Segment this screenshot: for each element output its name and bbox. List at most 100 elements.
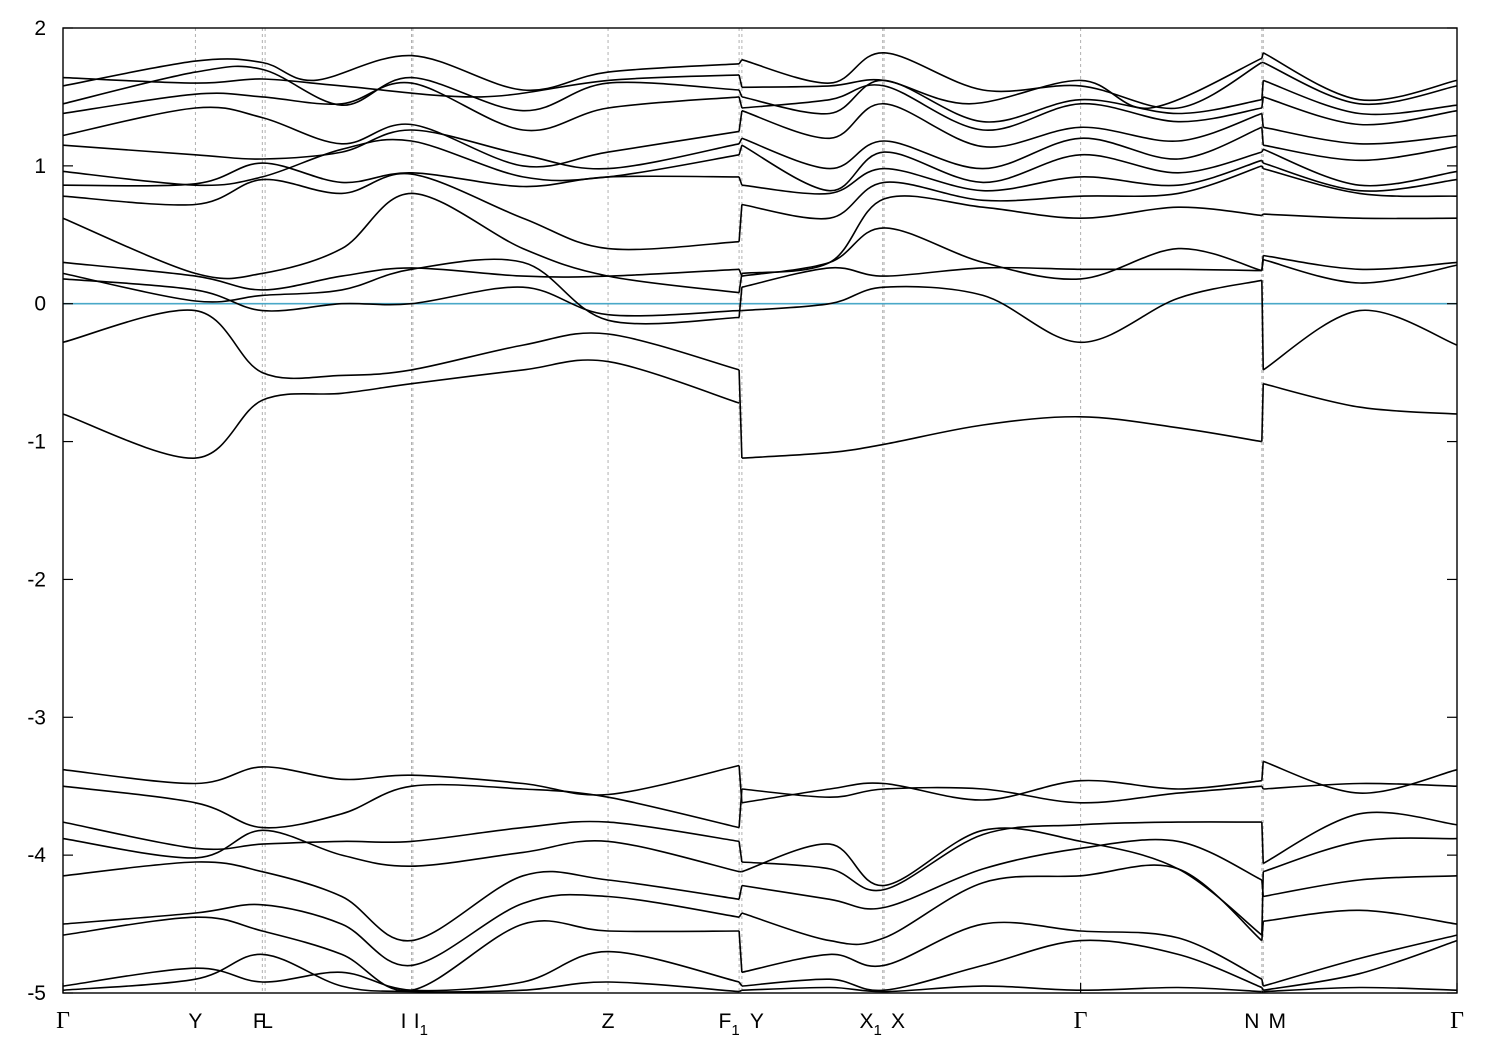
band-20-jump	[738, 885, 743, 900]
band-17	[62, 783, 740, 829]
x-tick-label: Y	[188, 1010, 202, 1033]
band-22	[62, 916, 740, 992]
y-tick-label: -5	[27, 982, 46, 1005]
band-7	[62, 138, 740, 187]
band-20	[741, 838, 1263, 910]
band-18	[62, 820, 740, 851]
band-5	[1263, 126, 1458, 145]
band-7-jump	[738, 144, 743, 156]
band-3	[741, 79, 1262, 123]
band-10	[741, 195, 1262, 275]
x-tick-label: X1	[859, 1010, 881, 1039]
band-1-jump	[738, 74, 743, 88]
band-5	[741, 102, 1263, 148]
x-tick-label: X	[891, 1010, 905, 1033]
band-12	[741, 266, 1262, 288]
band-2	[62, 54, 740, 92]
x-tick-label: F	[253, 1010, 266, 1033]
band-20-jump	[1261, 879, 1265, 897]
band-11	[62, 261, 740, 291]
band-9-jump	[738, 204, 743, 242]
band-7	[741, 144, 1262, 192]
band-11	[741, 227, 1263, 281]
band-3-jump	[1261, 80, 1265, 100]
band-19	[62, 829, 740, 873]
band-22-jump	[1261, 979, 1265, 987]
x-tick-label: L	[261, 1010, 273, 1033]
band-17	[741, 785, 1262, 804]
band-16	[62, 764, 740, 796]
band-1	[62, 74, 740, 98]
band-5-jump	[738, 110, 743, 132]
band-21-jump	[738, 912, 743, 918]
band-2-jump	[738, 59, 743, 65]
band-6-jump	[738, 137, 743, 145]
band-12	[62, 258, 740, 325]
y-tick-label: -2	[27, 568, 46, 591]
band-3	[1262, 79, 1458, 116]
band-6	[741, 126, 1263, 170]
band-10-jump	[1261, 213, 1264, 217]
y-tick-label: -1	[27, 431, 46, 454]
band-23-jump	[738, 981, 743, 987]
band-10	[62, 192, 740, 294]
band-13	[62, 278, 740, 317]
band-8-jump	[738, 176, 743, 186]
band-19-jump	[1261, 871, 1265, 936]
band-12-jump	[1261, 259, 1265, 271]
band-4-jump	[738, 96, 743, 109]
y-tick-label: 0	[34, 293, 46, 316]
band-15	[62, 359, 740, 459]
band-23	[741, 939, 1263, 992]
y-tick-label: 1	[34, 155, 46, 178]
band-1-jump	[1261, 52, 1265, 59]
band-5	[62, 106, 740, 168]
band-7-jump	[1261, 148, 1264, 153]
band-9	[62, 172, 740, 251]
band-3-jump	[738, 89, 743, 98]
band-14-jump	[1261, 383, 1265, 442]
band-24	[1263, 986, 1458, 993]
band-17	[1263, 782, 1458, 790]
band-24	[62, 953, 740, 993]
band-20	[1263, 875, 1458, 898]
band-16-jump	[1261, 761, 1265, 781]
band-17-jump	[738, 788, 743, 828]
band-4	[1262, 96, 1458, 126]
x-tick-subscript: 1	[874, 1022, 882, 1039]
band-24	[741, 985, 1262, 993]
x-tick-label: Γ	[1074, 1008, 1088, 1034]
band-19	[741, 827, 1263, 936]
x-tick-label: Γ	[1450, 1008, 1464, 1034]
y-tick-label: -3	[27, 706, 46, 729]
band-24-jump	[738, 989, 743, 993]
band-14	[741, 415, 1262, 459]
band-5-jump	[1261, 113, 1265, 128]
band-14-jump	[738, 369, 743, 459]
x-tick-label: M	[1268, 1010, 1286, 1033]
x-tick-subscript: 1	[420, 1022, 428, 1039]
band-6-jump	[1261, 127, 1265, 146]
band-13-jump	[1261, 280, 1265, 370]
band-21	[1263, 909, 1458, 925]
band-4	[741, 84, 1262, 131]
band-2	[1262, 61, 1458, 106]
x-tick-label: Y	[750, 1010, 764, 1033]
band-18	[741, 821, 1262, 892]
high-symmetry-gridlines	[194, 28, 1264, 993]
band-4-jump	[1261, 96, 1265, 109]
band-21	[62, 893, 740, 967]
band-21-jump	[1261, 921, 1265, 941]
band-4	[62, 81, 740, 132]
band-10-jump	[738, 273, 743, 293]
band-16	[1262, 760, 1458, 794]
band-22	[1262, 934, 1458, 987]
band-13	[741, 279, 1262, 344]
band-23	[62, 950, 740, 992]
band-8	[741, 159, 1263, 195]
band-23	[1263, 939, 1458, 991]
band-16	[741, 779, 1262, 804]
band-8	[1262, 162, 1458, 192]
plot-frame	[62, 27, 1458, 994]
